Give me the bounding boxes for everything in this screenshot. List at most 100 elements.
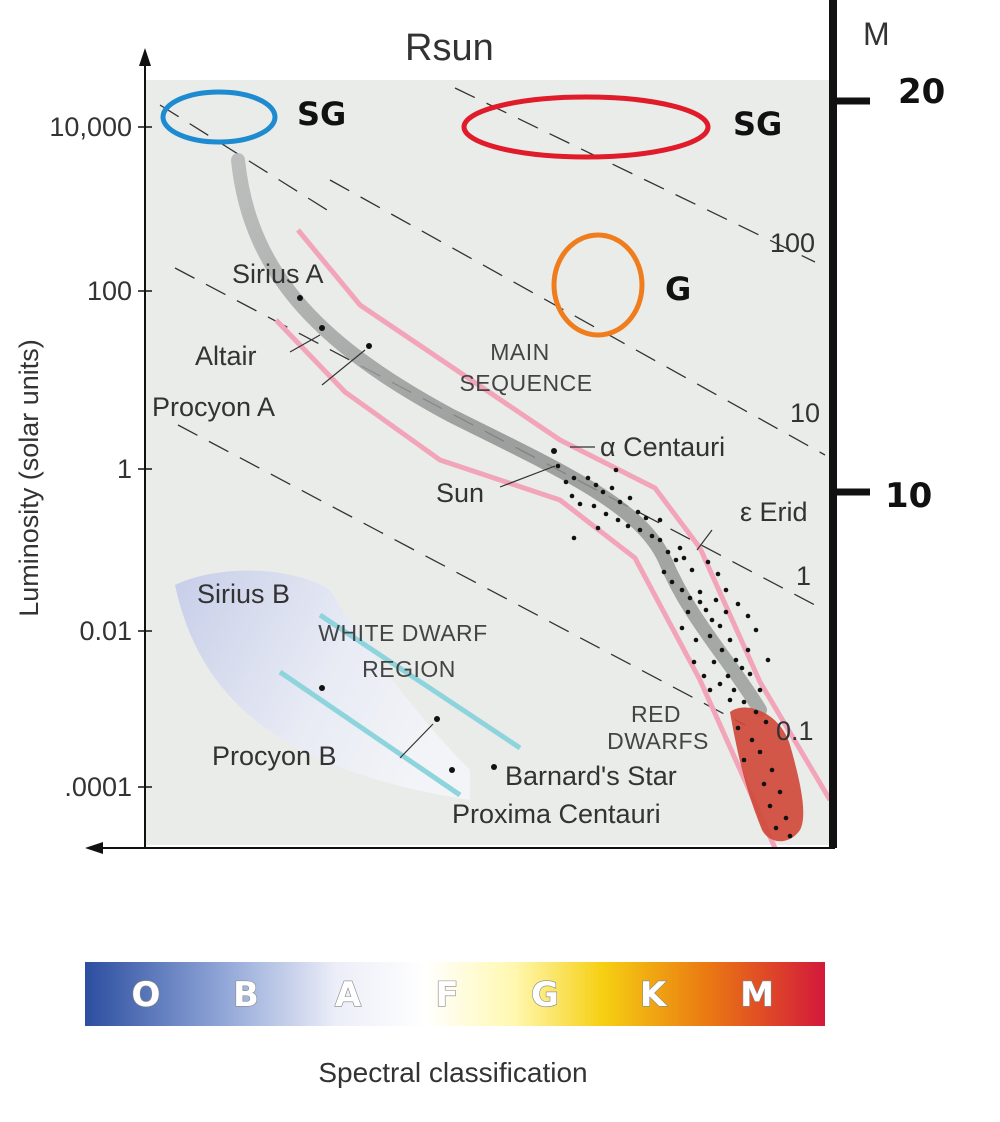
star-dot bbox=[703, 607, 709, 613]
radius-line-labels: 100 10 1 0.1 bbox=[770, 228, 820, 746]
y-tick-label: 1 bbox=[117, 454, 132, 484]
star-label-alpha-centauri: α Centauri bbox=[600, 432, 725, 462]
star-dot bbox=[747, 671, 753, 677]
star-dot bbox=[745, 647, 751, 653]
star-dot bbox=[625, 523, 631, 529]
sg-label-red: SG bbox=[733, 105, 782, 143]
star-label-proxima-centauri: Proxima Centauri bbox=[452, 799, 661, 829]
spectral-class-a: A bbox=[335, 975, 362, 1015]
leader-eps-erid bbox=[696, 529, 713, 551]
g-label: G bbox=[665, 270, 691, 308]
star-dot bbox=[657, 537, 663, 543]
star-label-sun: Sun bbox=[436, 478, 484, 508]
main-sequence-band bbox=[231, 153, 767, 717]
star-dot bbox=[749, 737, 755, 743]
y-tick-label: 0.01 bbox=[79, 616, 132, 646]
star-dot bbox=[763, 719, 769, 725]
main-sequence-bounds bbox=[274, 228, 833, 850]
mass-axis-title: M bbox=[863, 16, 890, 52]
star-dot bbox=[739, 665, 745, 671]
star-dot bbox=[725, 673, 731, 679]
spectral-class-g: G bbox=[531, 975, 559, 1015]
star-dot bbox=[735, 725, 741, 731]
star-dot bbox=[555, 463, 561, 469]
star-dot bbox=[677, 545, 683, 551]
radius-label: 100 bbox=[770, 228, 815, 258]
star-dot bbox=[681, 555, 687, 561]
star-dot bbox=[697, 599, 703, 605]
main-sequence-label-1: MAIN bbox=[490, 339, 550, 365]
red-dwarf-region bbox=[730, 707, 804, 842]
star-dot bbox=[711, 659, 717, 665]
star-dot bbox=[627, 495, 633, 501]
star-dot bbox=[617, 499, 623, 505]
wd-lower-line bbox=[278, 669, 462, 798]
radius-axis-title: Rsun bbox=[405, 27, 494, 69]
star-dot-procyon-b bbox=[434, 716, 440, 722]
star-dot bbox=[753, 709, 759, 715]
star-dot bbox=[765, 657, 771, 663]
sg-label-blue: SG bbox=[297, 95, 346, 133]
spectral-class-k: K bbox=[640, 975, 668, 1015]
radius-line bbox=[454, 87, 816, 263]
star-label-procyon-b: Procyon B bbox=[212, 741, 337, 771]
x-axis-title: Spectral classification bbox=[318, 1057, 587, 1088]
star-dot bbox=[727, 697, 733, 703]
annotation-labels: SG SG G bbox=[297, 95, 782, 308]
y-axis-arrow bbox=[139, 48, 151, 66]
star-dot bbox=[593, 482, 599, 488]
star-dot bbox=[715, 571, 721, 577]
y-tick-labels: 10,000 100 1 0.01 .0001 bbox=[49, 112, 132, 802]
star-dot bbox=[783, 815, 789, 821]
radius-line bbox=[177, 424, 746, 726]
star-dot bbox=[767, 803, 773, 809]
x-axis-arrow bbox=[85, 842, 103, 854]
star-dot bbox=[595, 525, 601, 531]
star-dot bbox=[769, 767, 775, 773]
star-dot-sirius-b bbox=[319, 685, 325, 691]
wd-upper-line bbox=[318, 612, 522, 751]
star-dot bbox=[741, 699, 747, 705]
star-dot bbox=[757, 687, 763, 693]
star-dot-altair bbox=[319, 325, 325, 331]
axes bbox=[85, 0, 870, 854]
star-dot bbox=[733, 657, 739, 663]
giant-ellipse bbox=[551, 232, 645, 338]
radius-line bbox=[329, 179, 826, 456]
star-label-procyon-a: Procyon A bbox=[152, 392, 275, 422]
mass-tick-label: 20 bbox=[898, 72, 945, 112]
star-dot bbox=[713, 597, 719, 603]
star-dot bbox=[787, 833, 793, 839]
star-dot bbox=[773, 825, 779, 831]
star-dot bbox=[569, 493, 575, 499]
star-dot bbox=[637, 527, 643, 533]
spectral-bar bbox=[85, 962, 825, 1026]
star-dot bbox=[665, 549, 671, 555]
spectral-class-m: M bbox=[740, 975, 774, 1015]
radius-label: 10 bbox=[790, 398, 820, 428]
region-labels: MAIN SEQUENCE WHITE DWARF REGION RED DWA… bbox=[318, 339, 708, 754]
star-dot bbox=[701, 673, 707, 679]
main-sequence-label-2: SEQUENCE bbox=[459, 370, 592, 396]
named-star-dots bbox=[297, 295, 557, 773]
star-dot-procyon-a bbox=[366, 343, 372, 349]
star-dot bbox=[635, 509, 641, 515]
star-dot bbox=[693, 637, 699, 643]
star-dot bbox=[707, 687, 713, 693]
star-dot bbox=[600, 489, 606, 495]
star-dot bbox=[571, 535, 577, 541]
star-dot bbox=[705, 559, 711, 565]
leader-procyon-b bbox=[399, 723, 434, 759]
star-dot bbox=[707, 633, 713, 639]
star-dot bbox=[717, 623, 723, 629]
spectral-class-labels: O B A F G K M bbox=[131, 974, 775, 1015]
star-dot bbox=[757, 749, 763, 755]
white-dwarf-label-2: REGION bbox=[362, 656, 456, 682]
star-dot bbox=[661, 569, 667, 575]
star-label-sirius-b: Sirius B bbox=[197, 579, 290, 609]
star-dot bbox=[585, 475, 591, 481]
star-dot-alpha-centauri bbox=[551, 448, 557, 454]
y-tick-label: .0001 bbox=[64, 772, 132, 802]
star-label-sirius-a: Sirius A bbox=[232, 259, 324, 289]
